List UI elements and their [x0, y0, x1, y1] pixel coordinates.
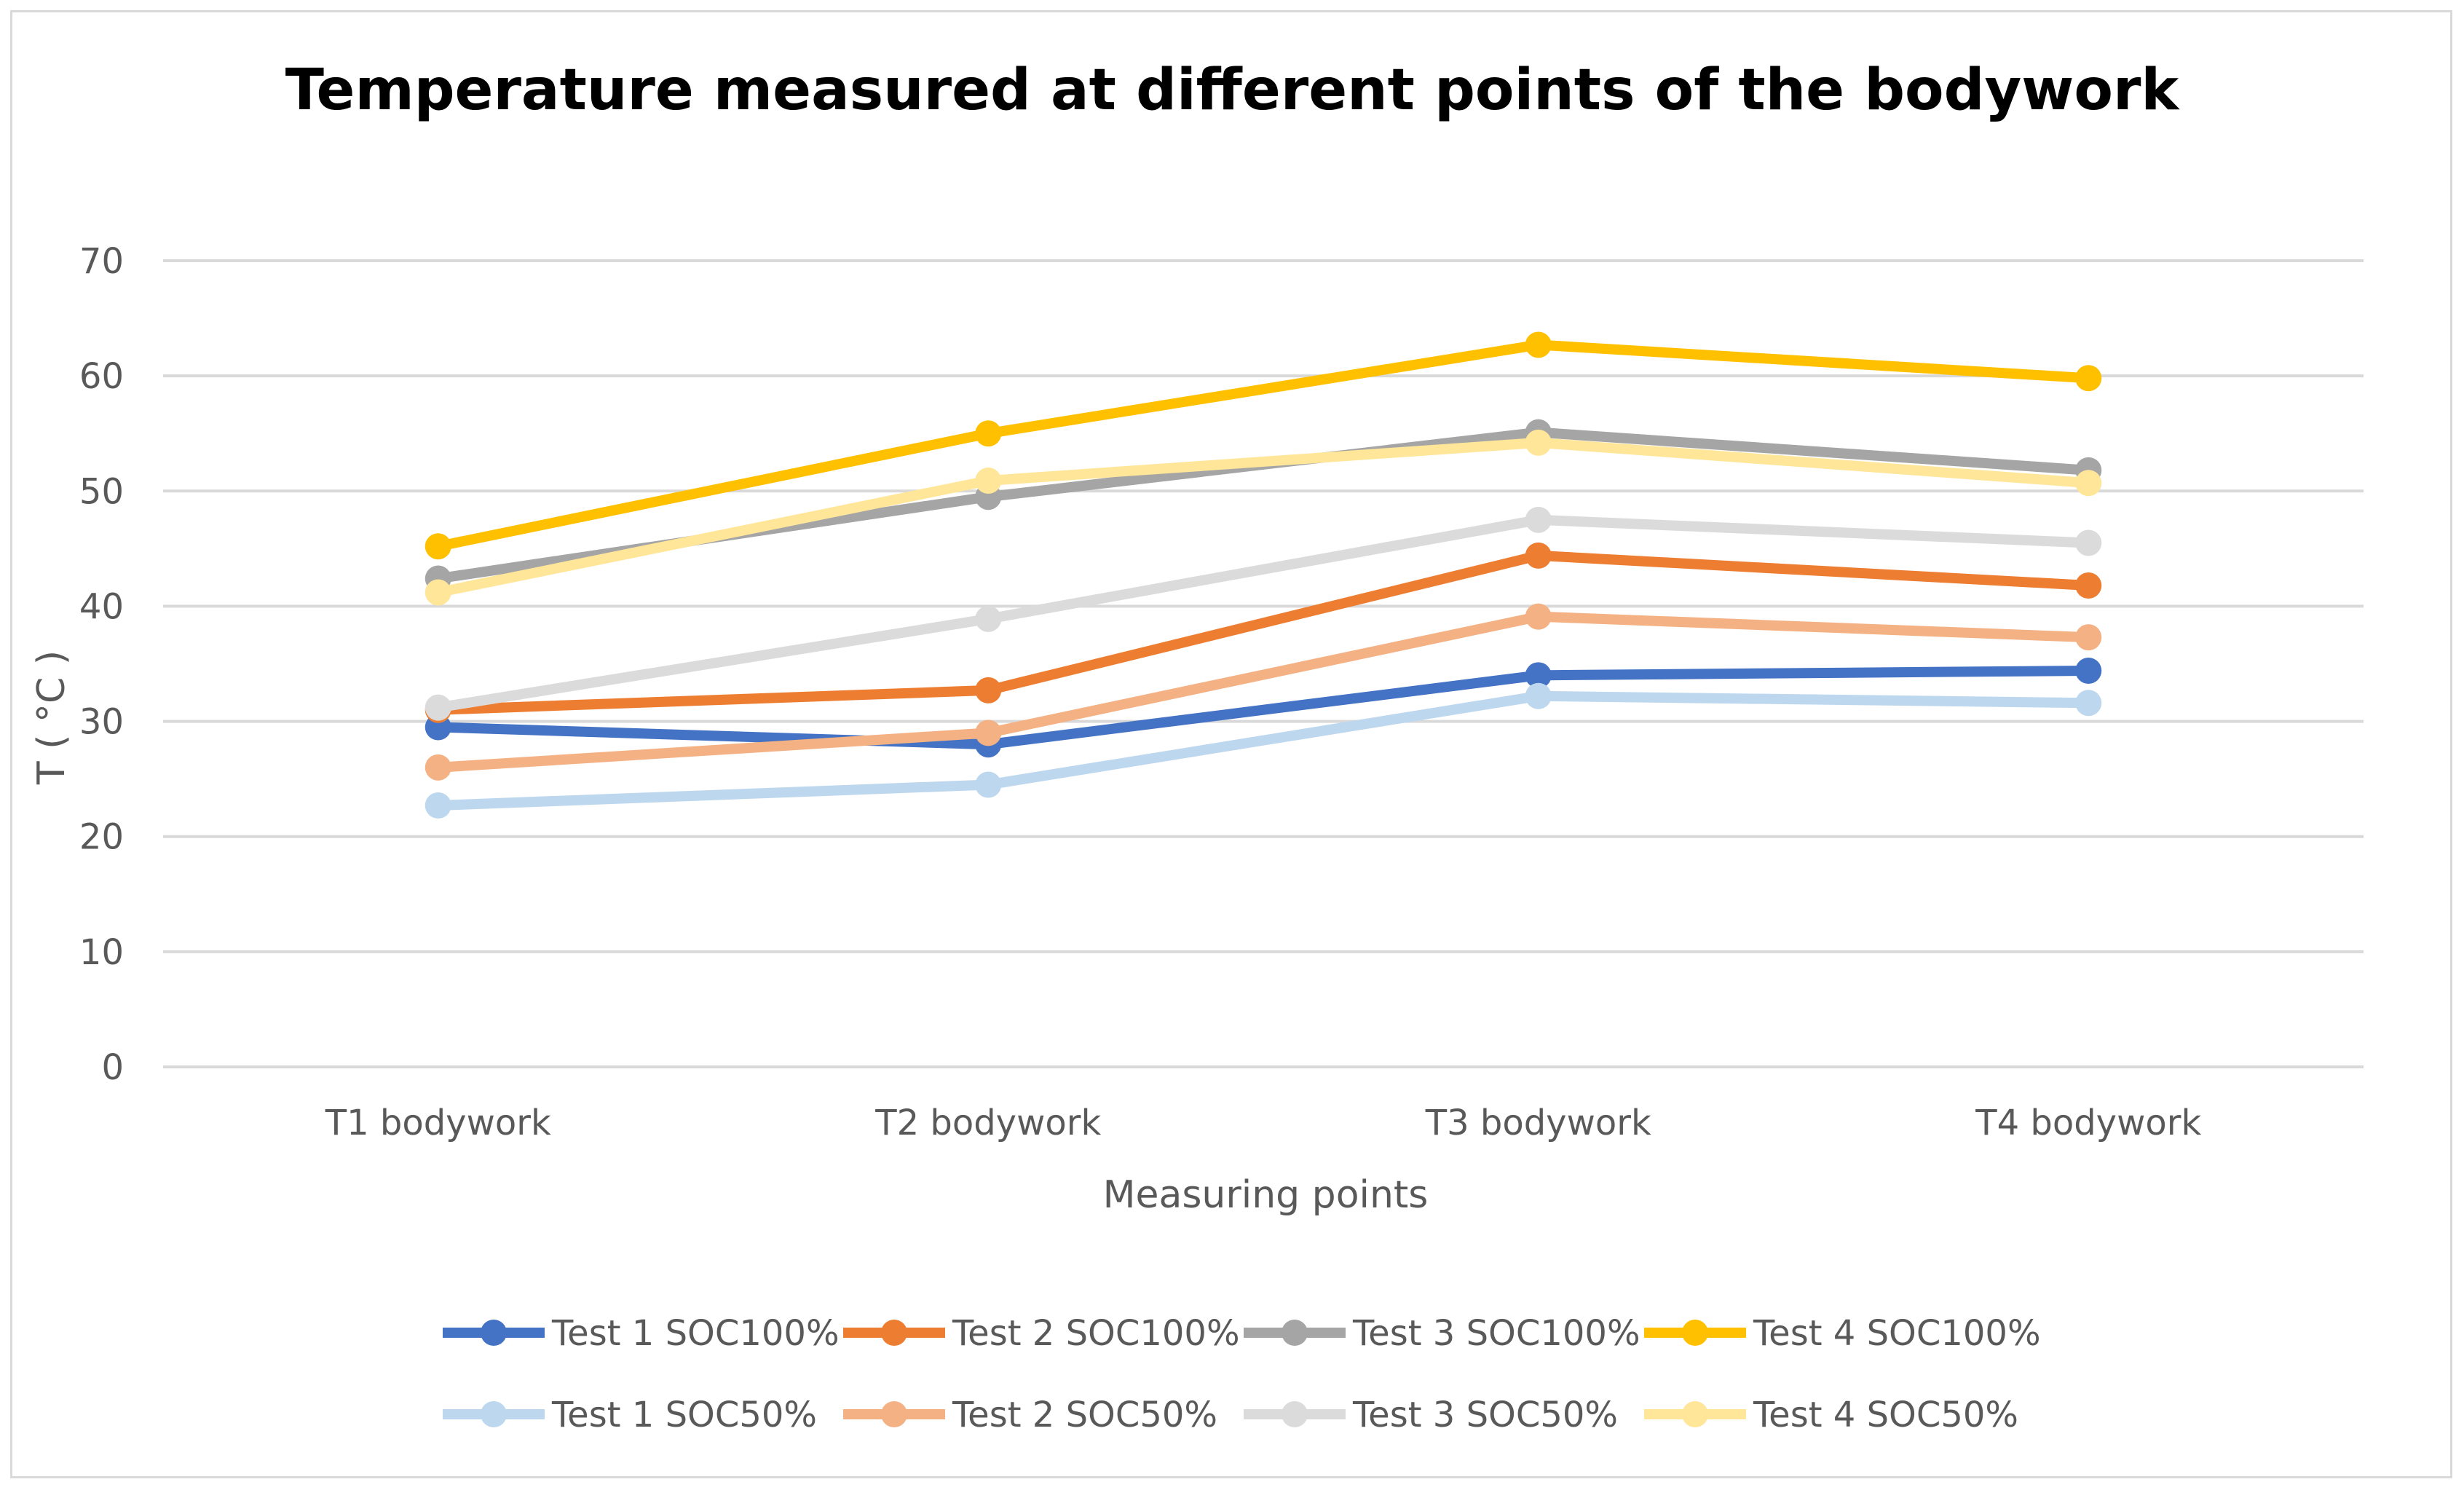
legend-swatch-marker	[881, 1401, 907, 1427]
data-point	[1525, 662, 1552, 689]
data-point	[975, 771, 1002, 798]
data-point	[1525, 331, 1552, 358]
y-axis-label: T ( °C )	[30, 650, 74, 785]
legend-swatch-marker	[881, 1320, 907, 1346]
y-tick-label: 60	[79, 356, 124, 397]
series-line	[433, 437, 2094, 598]
legend-label: Test 3 SOC100%	[1352, 1313, 1640, 1354]
legend-label: Test 1 SOC100%	[551, 1313, 840, 1354]
data-point	[1525, 603, 1552, 630]
data-point	[425, 694, 451, 721]
data-point	[975, 720, 1002, 746]
series-line	[433, 550, 2094, 715]
data-point	[2075, 529, 2102, 556]
x-tick-label: T2 bodywork	[874, 1103, 1101, 1143]
series-line	[433, 665, 2094, 750]
legend-label: Test 2 SOC50%	[952, 1395, 1217, 1435]
series-4	[425, 331, 2102, 560]
x-tick-label: T1 bodywork	[325, 1103, 551, 1143]
series-5	[425, 682, 2102, 819]
series-lines	[425, 331, 2102, 819]
legend-item[interactable]: Test 1 SOC50%	[443, 1395, 817, 1435]
legend-swatch-marker	[1682, 1401, 1708, 1427]
legend-swatch-marker	[1282, 1320, 1308, 1346]
data-point	[975, 605, 1002, 632]
legend-item[interactable]: Test 4 SOC50%	[1644, 1395, 2018, 1435]
legend-label: Test 3 SOC50%	[1352, 1395, 1618, 1435]
legend-item[interactable]: Test 3 SOC100%	[1244, 1313, 1640, 1354]
legend-item[interactable]: Test 3 SOC50%	[1244, 1395, 1618, 1435]
legend-label: Test 1 SOC50%	[551, 1395, 817, 1435]
legend[interactable]: Test 1 SOC100% Test 2 SOC100% Test 3 SOC10…	[443, 1313, 2041, 1435]
data-point	[425, 754, 451, 781]
data-point	[2075, 657, 2102, 684]
legend-swatch-marker	[481, 1320, 507, 1346]
series-line	[433, 339, 2094, 552]
legend-swatch-marker	[1682, 1320, 1708, 1346]
series-line	[433, 690, 2094, 811]
data-point	[425, 579, 451, 606]
data-point	[2075, 572, 2102, 599]
series-7	[425, 506, 2102, 721]
x-tick-label: T3 bodywork	[1425, 1103, 1651, 1143]
y-tick-label: 0	[101, 1047, 124, 1088]
y-tick-label: 40	[79, 586, 124, 627]
legend-label: Test 2 SOC100%	[952, 1313, 1240, 1354]
series-line	[433, 427, 2094, 584]
series-8	[425, 429, 2102, 606]
data-point	[1525, 542, 1552, 569]
data-point	[425, 533, 451, 560]
y-tick-label: 20	[79, 817, 124, 858]
data-point	[2075, 470, 2102, 497]
chart-title: Temperature measured at different points…	[285, 58, 2181, 123]
data-point	[975, 420, 1002, 447]
data-point	[2075, 624, 2102, 651]
legend-label: Test 4 SOC100%	[1753, 1313, 2041, 1354]
data-point	[2075, 365, 2102, 392]
y-tick-label: 30	[79, 702, 124, 743]
y-tick-label: 10	[79, 932, 124, 973]
x-tick-label: T4 bodywork	[1975, 1103, 2201, 1143]
series-6	[425, 603, 2102, 781]
data-point	[1525, 506, 1552, 533]
data-point	[975, 677, 1002, 703]
gridlines	[163, 259, 2364, 1068]
legend-item[interactable]: Test 4 SOC100%	[1644, 1313, 2041, 1354]
legend-item[interactable]: Test 2 SOC50%	[843, 1395, 1217, 1435]
legend-swatch-marker	[481, 1401, 507, 1427]
y-axis-ticks: 0 10 20 30 40 50 60 70	[79, 241, 124, 1088]
y-tick-label: 70	[79, 241, 124, 282]
data-point	[1525, 682, 1552, 709]
data-point	[1525, 429, 1552, 456]
legend-swatch-marker	[1282, 1401, 1308, 1427]
series-line	[433, 514, 2094, 713]
series-line	[433, 611, 2094, 773]
x-axis-ticks: T1 bodywork T2 bodywork T3 bodywork T4 body…	[325, 1103, 2202, 1143]
legend-label: Test 4 SOC50%	[1753, 1395, 2018, 1435]
y-tick-label: 50	[79, 471, 124, 512]
data-point	[2075, 690, 2102, 717]
legend-item[interactable]: Test 1 SOC100%	[443, 1313, 840, 1354]
data-point	[425, 792, 451, 819]
data-point	[975, 468, 1002, 494]
x-axis-label: Measuring points	[1103, 1173, 1429, 1217]
legend-item[interactable]: Test 2 SOC100%	[843, 1313, 1240, 1354]
